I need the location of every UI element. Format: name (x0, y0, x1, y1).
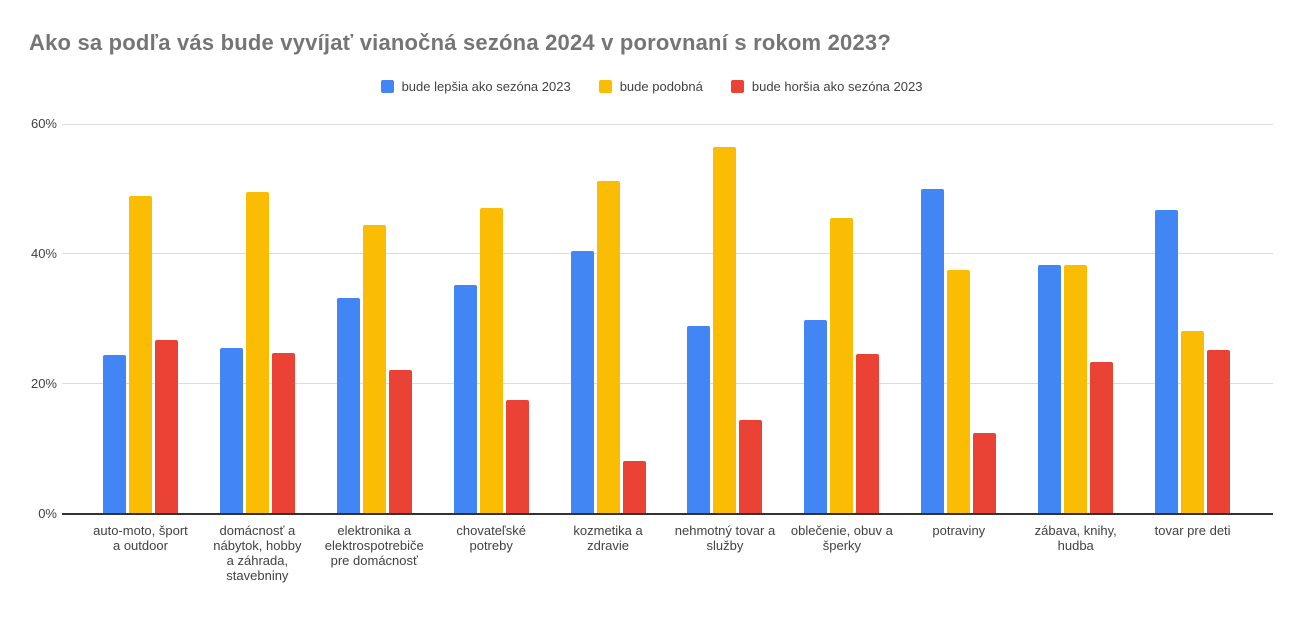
bar[interactable] (219, 347, 243, 514)
bar[interactable] (856, 354, 880, 514)
bar[interactable] (1038, 265, 1062, 514)
bar[interactable] (739, 419, 763, 514)
bar[interactable] (830, 217, 854, 514)
bar[interactable] (271, 352, 295, 514)
bar[interactable] (570, 250, 594, 514)
bar[interactable] (245, 191, 269, 514)
bar[interactable] (505, 399, 529, 514)
bar-group: domácnosť a nábytok, hobby a záhrada, st… (199, 124, 316, 583)
plot-area: auto-moto, šport a outdoor domácnosť a ná… (62, 124, 1273, 583)
x-axis-label: tovar pre deti (1154, 523, 1231, 538)
bar-group: potraviny (900, 124, 1017, 538)
y-axis: 0% 20% 40% 60% (0, 117, 57, 521)
legend-label: bude horšia ako sezóna 2023 (751, 79, 923, 94)
x-axis-label: potraviny (932, 523, 986, 538)
bar-group: chovateľské potreby (433, 124, 550, 553)
bar[interactable] (947, 270, 971, 514)
legend-label: bude podobná (619, 79, 703, 94)
bar-group: elektronika a elektrospotrebiče pre domá… (316, 124, 433, 568)
bar-group: oblečenie, obuv a šperky (783, 124, 900, 553)
bar[interactable] (128, 196, 152, 514)
bar[interactable] (102, 355, 126, 514)
legend-item[interactable]: bude horšia ako sezóna 2023 (730, 79, 923, 94)
bar-group: kozmetika a zdravie (550, 124, 667, 553)
bar[interactable] (154, 340, 178, 514)
legend: bude lepšia ako sezóna 2023 bude podobná b… (0, 79, 1303, 94)
bar[interactable] (479, 207, 503, 514)
x-axis-baseline (62, 513, 1273, 515)
gridline (62, 383, 1273, 384)
bar[interactable] (1155, 209, 1179, 514)
bar-group: auto-moto, šport a outdoor (82, 124, 199, 553)
bar[interactable] (453, 284, 477, 514)
bar-group: nehmotný tovar a služby (667, 124, 784, 553)
bar[interactable] (1181, 330, 1205, 514)
x-axis-label: oblečenie, obuv a šperky (790, 523, 893, 553)
legend-swatch-icon (380, 80, 394, 93)
bar[interactable] (713, 146, 737, 514)
legend-item[interactable]: bude podobná (598, 79, 703, 94)
bar-group: zábava, knihy, hudba (1017, 124, 1134, 553)
bar[interactable] (388, 369, 412, 514)
gridline (62, 253, 1273, 254)
bar[interactable] (336, 297, 360, 514)
x-axis-label: auto-moto, šport a outdoor (93, 523, 188, 553)
legend-item[interactable]: bude lepšia ako sezóna 2023 (380, 79, 571, 94)
y-tick-label: 40% (30, 246, 57, 261)
bar[interactable] (1207, 350, 1231, 514)
y-tick-label: 20% (30, 376, 57, 391)
chart-title: Ako sa podľa vás bude vyvíjať vianočná s… (29, 30, 891, 55)
bar[interactable] (921, 189, 945, 514)
x-axis-label: domácnosť a nábytok, hobby a záhrada, st… (213, 523, 302, 583)
x-axis-label: kozmetika a zdravie (573, 523, 643, 553)
x-axis-label: nehmotný tovar a služby (674, 523, 776, 553)
bar[interactable] (973, 432, 997, 514)
x-axis-label: elektronika a elektrospotrebiče pre domá… (324, 523, 424, 568)
bar[interactable] (804, 320, 828, 514)
bar[interactable] (622, 460, 646, 514)
bar[interactable] (687, 325, 711, 514)
y-tick-label: 60% (30, 116, 57, 131)
bar-group: tovar pre deti (1134, 124, 1251, 538)
bar[interactable] (1064, 265, 1088, 514)
legend-swatch-icon (730, 80, 744, 93)
legend-swatch-icon (598, 80, 612, 93)
bar[interactable] (362, 225, 386, 514)
plot-groups: auto-moto, šport a outdoor domácnosť a ná… (82, 124, 1251, 583)
x-axis-label: zábava, knihy, hudba (1034, 523, 1117, 553)
x-axis-label: chovateľské potreby (456, 523, 526, 553)
y-tick-label: 0% (38, 506, 57, 521)
bar[interactable] (1090, 361, 1114, 514)
legend-label: bude lepšia ako sezóna 2023 (401, 79, 571, 94)
gridline (62, 124, 1273, 125)
bar[interactable] (596, 180, 620, 514)
